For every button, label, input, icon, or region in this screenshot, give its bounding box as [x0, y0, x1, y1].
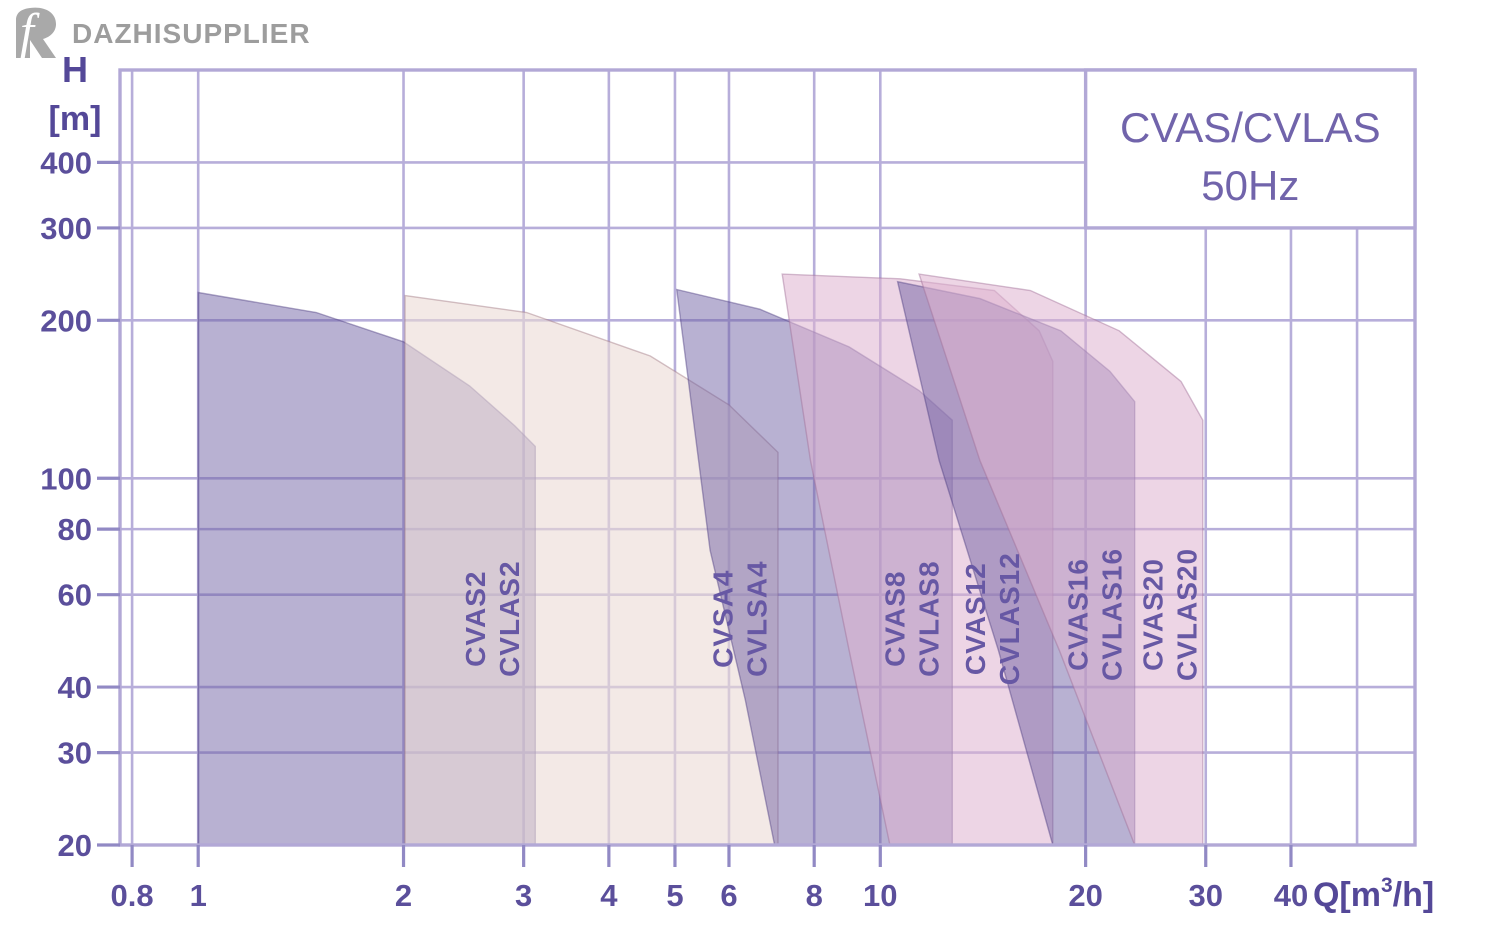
region-label-CVAS16: CVAS16	[1063, 558, 1094, 671]
chart-title-line2: 50Hz	[1201, 162, 1299, 209]
x-tick-label: 4	[600, 878, 618, 913]
title-box: CVAS/CVLAS 50Hz	[1083, 68, 1417, 230]
y-tick-label: 300	[40, 211, 92, 246]
region-labels: CVAS2 CVLAS2 CVSA4 CVLSA4 CVAS8 CVLAS8 CVAS12 C…	[460, 548, 1203, 685]
x-tick-label: 3	[515, 878, 532, 913]
plot-frame	[118, 68, 1417, 847]
x-tick-label: 40	[1274, 878, 1308, 913]
pump-model-regions	[197, 273, 1204, 846]
title-box-frame	[1083, 68, 1417, 230]
region-label-CVAS8: CVAS8	[879, 571, 910, 667]
region-label-CVSA4: CVSA4	[707, 569, 738, 667]
brand-logo: f DAZHISUPPLIER	[10, 6, 311, 62]
brand-logo-text: DAZHISUPPLIER	[72, 18, 311, 49]
y-tick-label: 200	[40, 303, 92, 338]
tick-labels: 400 300 200 100 80 60 40 30 20 0.8 1 2 3 4 5 6 8 10 20 30 40	[40, 145, 1308, 913]
y-tick-label: 400	[40, 145, 92, 180]
region-label-CVLAS8: CVLAS8	[913, 560, 944, 676]
region-CVAS20	[918, 273, 1204, 846]
tick-marks	[97, 160, 1293, 867]
axis-labels: H [m] Q[m3/h]	[49, 49, 1435, 914]
x-tick-label: 20	[1068, 878, 1102, 913]
brand-logo-icon: f	[16, 6, 56, 59]
chart-title-line1: CVAS/CVLAS	[1120, 104, 1381, 151]
y-tick-label: 80	[58, 512, 92, 547]
y-tick-label: 40	[58, 670, 92, 705]
region-label-CVAS12: CVAS12	[960, 562, 991, 675]
region-label-CVAS20: CVAS20	[1138, 558, 1169, 671]
x-axis-unit: Q[m3/h]	[1313, 874, 1434, 914]
region-label-CVLAS2: CVLAS2	[494, 560, 525, 676]
x-tick-label: 6	[720, 878, 737, 913]
region-CVSA4	[404, 294, 779, 846]
y-tick-label: 30	[58, 736, 92, 771]
y-tick-label: 60	[58, 578, 92, 613]
y-tick-label: 100	[40, 461, 92, 496]
y-tick-label: 20	[58, 828, 92, 863]
x-tick-label: 10	[863, 878, 897, 913]
region-label-CVLAS20: CVLAS20	[1172, 548, 1203, 681]
x-tick-label: 30	[1189, 878, 1223, 913]
x-tick-label: 0.8	[111, 878, 154, 913]
x-tick-label: 2	[395, 878, 412, 913]
region-label-CVLAS12: CVLAS12	[994, 552, 1025, 685]
y-axis-unit: [m]	[49, 100, 102, 138]
region-label-CVLSA4: CVLSA4	[741, 560, 772, 676]
region-label-CVLAS16: CVLAS16	[1097, 548, 1128, 681]
x-tick-label: 8	[806, 878, 823, 913]
region-label-CVAS2: CVAS2	[460, 571, 491, 667]
x-tick-label: 1	[190, 878, 207, 913]
y-axis-name: H	[62, 49, 88, 90]
x-tick-label: 5	[666, 878, 683, 913]
